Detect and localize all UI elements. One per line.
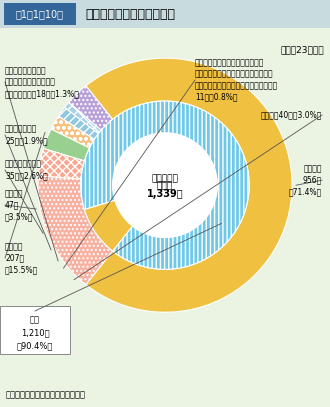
Text: 一般住宅
956人
（71.4%）: 一般住宅 956人 （71.4%） — [289, 164, 322, 196]
Text: 複合用途・特定
25人（1.9%）: 複合用途・特定 25人（1.9%） — [5, 125, 48, 145]
FancyBboxPatch shape — [0, 306, 70, 354]
Text: その他　40人（3.0%）: その他 40人（3.0%） — [261, 110, 322, 120]
Text: 建物火災の: 建物火災の — [151, 175, 179, 184]
Wedge shape — [86, 58, 292, 312]
Text: 複合用途・非特定
35人（2.6%）: 複合用途・非特定 35人（2.6%） — [5, 160, 48, 180]
Wedge shape — [84, 200, 133, 251]
Text: 学校・神社・工場・
作業所・駐車場・車庫・
倉庫・事務所　18人（1.3%）: 学校・神社・工場・ 作業所・駐車場・車庫・ 倉庫・事務所 18人（1.3%） — [5, 66, 80, 98]
Wedge shape — [51, 116, 94, 148]
Text: 第1－1－10図: 第1－1－10図 — [16, 9, 64, 19]
Circle shape — [113, 133, 217, 237]
Wedge shape — [58, 107, 98, 140]
Text: （平成23年中）: （平成23年中） — [280, 45, 324, 54]
Wedge shape — [81, 101, 249, 269]
Text: （90.4%）: （90.4%） — [17, 341, 53, 350]
Text: 併用住宅
47人
（3.5%）: 併用住宅 47人 （3.5%） — [5, 189, 34, 221]
Wedge shape — [43, 129, 89, 161]
Bar — [0, 0, 330, 28]
Text: 1,339人: 1,339人 — [147, 189, 183, 199]
Bar — [4, 3, 76, 25]
Text: （備考）　「火災報告」により作成: （備考） 「火災報告」により作成 — [6, 390, 86, 399]
Text: 建物用途別の死者発生状況: 建物用途別の死者発生状況 — [85, 7, 175, 20]
Wedge shape — [38, 176, 113, 284]
Text: 住宅: 住宅 — [30, 315, 40, 324]
Text: 共同住宅
207人
（15.5%）: 共同住宅 207人 （15.5%） — [5, 242, 38, 274]
Wedge shape — [69, 86, 113, 130]
Text: 劇場・遊技場・飲食店舗・待合・
物品販売店舗・旅館・ホテル・病院・
診療所・グループホーム・社会福祉施設
11人（0.8%）: 劇場・遊技場・飲食店舗・待合・ 物品販売店舗・旅館・ホテル・病院・ 診療所・グル… — [195, 58, 278, 102]
Wedge shape — [38, 149, 84, 179]
Text: 死者数: 死者数 — [157, 182, 173, 191]
Text: 1,210人: 1,210人 — [21, 328, 49, 337]
Wedge shape — [65, 102, 101, 133]
